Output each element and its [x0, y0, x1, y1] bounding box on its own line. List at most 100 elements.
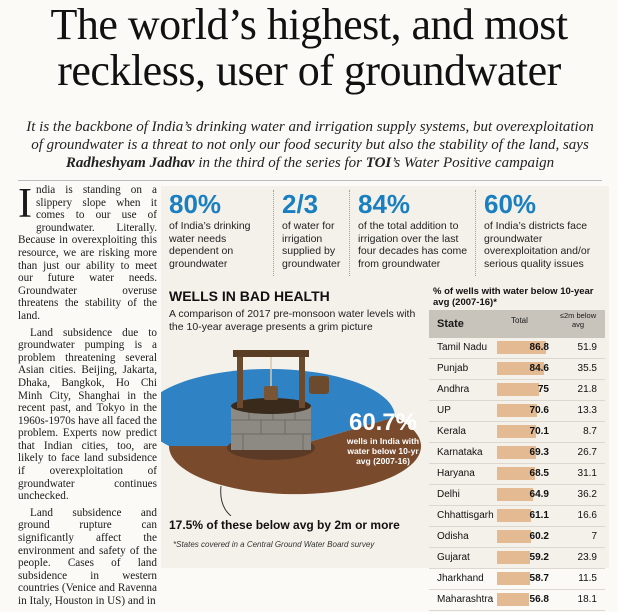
drop-cap: I — [18, 181, 32, 227]
value-bar — [497, 509, 532, 522]
table-title: % of wells with water below 10-year avg … — [433, 286, 594, 308]
article-paragraph-2: Land subsidence due to groundwater pumpi… — [18, 326, 157, 503]
value-bar — [497, 341, 546, 354]
below-value: 35.5 — [577, 363, 597, 374]
state-name: Chhattisgarh — [437, 510, 494, 521]
table-row: Gujarat 59.2 23.9 — [429, 548, 605, 569]
deck-part-3: ’s Water Positive campaign — [391, 155, 555, 171]
stat-value: 84% — [358, 189, 411, 219]
table-row: Kerala 70.1 8.7 — [429, 422, 605, 443]
state-name: Jharkhand — [437, 573, 484, 584]
below-value: 23.9 — [577, 552, 597, 563]
stat-value: 80% — [169, 189, 222, 219]
deck: It is the backbone of India’s drinking w… — [20, 118, 600, 172]
state-name: Punjab — [437, 363, 469, 374]
headline: The world’s highest, and most reckless, … — [0, 2, 618, 94]
table-row: Tamil Nadu 86.8 51.9 — [429, 338, 605, 359]
state-name: Gujarat — [437, 552, 470, 563]
below-value: 7 — [591, 531, 597, 542]
below-value: 26.7 — [577, 447, 597, 458]
stat-value: 60% — [484, 189, 537, 219]
table-row: Odisha 60.2 7 — [429, 527, 605, 548]
article-paragraph-1-text: ndia is standing on a slippery slope whe… — [18, 184, 157, 322]
below-value: 16.6 — [577, 510, 597, 521]
table-header: State Total ≤2m below avg — [429, 310, 605, 338]
value-bar — [497, 383, 539, 396]
value-bar — [497, 551, 531, 564]
state-name: Maharashtra — [437, 594, 494, 605]
stat-irrigation-supply: 2/3 of water for irrigation supplied by … — [273, 190, 352, 276]
section-divider — [18, 180, 602, 181]
below-value: 21.8 — [577, 384, 597, 395]
total-value: 84.6 — [529, 363, 549, 374]
value-bar — [497, 362, 545, 375]
stat-irrigation-addition: 84% of the total addition to irrigation … — [349, 190, 470, 276]
footnote: *States covered in a Central Ground Wate… — [173, 540, 375, 549]
table-body: Tamil Nadu 86.8 51.9 Punjab 84.6 35.5 Andhra 75… — [429, 338, 605, 611]
state-name: Delhi — [437, 489, 460, 500]
column-state: State — [437, 318, 464, 330]
table-row: UP 70.6 13.3 — [429, 401, 605, 422]
below-value: 51.9 — [577, 342, 597, 353]
table-row: Andhra 75 21.8 — [429, 380, 605, 401]
total-value: 69.3 — [529, 447, 549, 458]
column-below: ≤2m below avg — [559, 311, 597, 329]
table-row: Delhi 64.9 36.2 — [429, 485, 605, 506]
state-name: Kerala — [437, 426, 466, 437]
stat-description: of India’s districts face groundwater ov… — [484, 220, 591, 270]
headline-line-1: The world’s highest, and most — [50, 0, 568, 49]
infographic: 80% of India’s drinking water needs depe… — [161, 186, 609, 611]
well-pie-chart — [161, 350, 421, 516]
state-name: UP — [437, 405, 451, 416]
total-value: 60.2 — [529, 531, 549, 542]
table-row: Punjab 84.6 35.5 — [429, 359, 605, 380]
table-row: Haryana 68.5 31.1 — [429, 464, 605, 485]
below-value: 18.1 — [577, 594, 597, 605]
state-name: Andhra — [437, 384, 470, 395]
pie-percentage: 60.7% — [348, 409, 418, 436]
table-row: Jharkhand 58.7 11.5 — [429, 569, 605, 590]
total-value: 70.1 — [529, 426, 549, 437]
article-paragraph-3: Land subsidence and ground rupture can s… — [18, 506, 157, 607]
stat-description: of water for irrigation supplied by grou… — [282, 220, 341, 270]
value-bar — [497, 467, 536, 480]
value-bar — [497, 425, 537, 438]
below-value: 8.7 — [583, 426, 597, 437]
pie-description: wells in India with water below 10-yr av… — [346, 436, 420, 466]
total-value: 86.8 — [529, 342, 549, 353]
state-name: Odisha — [437, 531, 469, 542]
well-illustration — [227, 350, 329, 460]
value-bar — [497, 446, 536, 459]
deck-part-1: It is the backbone of India’s drinking w… — [26, 119, 594, 153]
headline-line-2: reckless, user of groundwater — [57, 46, 561, 95]
table-row: Chhattisgarh 61.1 16.6 — [429, 506, 605, 527]
total-value: 61.1 — [529, 510, 549, 521]
total-value: 70.6 — [529, 405, 549, 416]
value-bar — [497, 488, 534, 501]
total-value: 75 — [537, 384, 549, 395]
below-value: 11.5 — [578, 573, 597, 584]
below-value: 31.1 — [577, 468, 597, 479]
stat-value: 2/3 — [282, 189, 319, 219]
stats-row: 80% of India’s drinking water needs depe… — [161, 190, 609, 280]
value-bar — [497, 530, 531, 543]
stat-drinking-water: 80% of India’s drinking water needs depe… — [161, 190, 269, 276]
wells-subtitle: A comparison of 2017 pre-monsoon water l… — [169, 308, 416, 333]
total-value: 64.9 — [529, 489, 549, 500]
pie-callout: 60.7% wells in India with water below 10… — [341, 409, 425, 467]
below-value: 13.3 — [577, 405, 597, 416]
below-value: 36.2 — [577, 489, 597, 500]
state-name: Karnataka — [437, 447, 483, 458]
total-value: 56.8 — [529, 594, 549, 605]
wells-title: WELLS IN BAD HEALTH — [169, 288, 330, 304]
state-name: Tamil Nadu — [437, 342, 488, 353]
total-value: 68.5 — [529, 468, 549, 479]
stat-description: of India’s drinking water needs dependen… — [169, 220, 251, 270]
stat-description: of the total addition to irrigation over… — [358, 220, 468, 270]
deck-part-2: in the third of the series for — [198, 155, 362, 171]
total-value: 58.7 — [529, 573, 549, 584]
column-total: Total — [511, 316, 528, 325]
deck-paper: TOI — [365, 155, 392, 171]
